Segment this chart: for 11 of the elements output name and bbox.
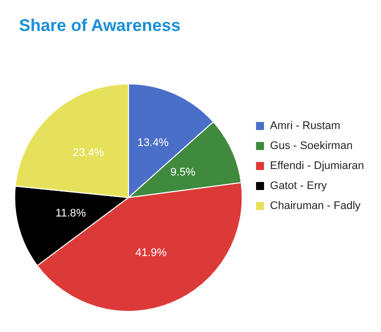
- data-label: 13.4%: [137, 136, 169, 149]
- legend-label: Amri - Rustam: [270, 120, 340, 132]
- data-label: 23.4%: [72, 147, 104, 160]
- legend-label: Gus - Soekirman: [270, 140, 353, 152]
- chart-title: Share of Awareness: [19, 16, 181, 35]
- legend-label: Effendi - Djumiaran: [270, 160, 364, 172]
- legend-label: Gatot - Erry: [270, 180, 328, 192]
- data-label: 41.9%: [135, 247, 167, 260]
- legend-label: Chairuman - Fadly: [270, 200, 362, 212]
- data-label: 11.8%: [56, 208, 86, 220]
- data-label: 9.5%: [170, 166, 196, 179]
